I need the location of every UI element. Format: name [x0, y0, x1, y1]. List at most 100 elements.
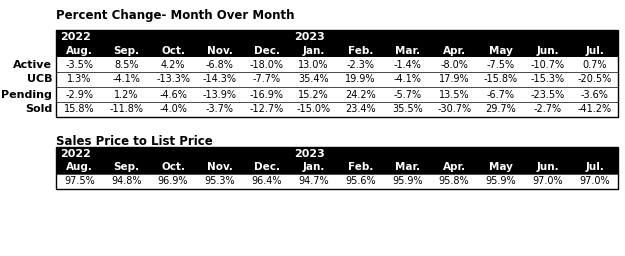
Text: 94.7%: 94.7%	[298, 176, 329, 187]
Text: Pending: Pending	[1, 90, 52, 100]
Text: -12.7%: -12.7%	[249, 104, 284, 114]
Bar	[56, 147, 618, 189]
Text: -4.1%: -4.1%	[393, 74, 421, 84]
Text: -8.0%: -8.0%	[440, 59, 468, 69]
Text: 13.5%: 13.5%	[439, 90, 469, 100]
Text: -15.0%: -15.0%	[296, 104, 331, 114]
Text: -23.5%: -23.5%	[531, 90, 565, 100]
Text: 97.0%: 97.0%	[532, 176, 563, 187]
Text: -20.5%: -20.5%	[578, 74, 612, 84]
Text: Aug.: Aug.	[66, 163, 93, 173]
Text: Sep.: Sep.	[113, 163, 139, 173]
Bar	[56, 147, 618, 161]
Text: 4.2%: 4.2%	[161, 59, 186, 69]
Text: -6.7%: -6.7%	[487, 90, 515, 100]
Text: May: May	[489, 46, 513, 56]
Text: 95.9%: 95.9%	[486, 176, 516, 187]
Text: -11.8%: -11.8%	[109, 104, 143, 114]
Text: Apr.: Apr.	[442, 163, 466, 173]
Text: 19.9%: 19.9%	[345, 74, 376, 84]
Text: 95.8%: 95.8%	[439, 176, 469, 187]
Text: 35.4%: 35.4%	[298, 74, 329, 84]
Text: Sold: Sold	[25, 104, 52, 114]
Text: Sales Price to List Price: Sales Price to List Price	[56, 135, 212, 148]
Text: 96.9%: 96.9%	[158, 176, 188, 187]
Text: 1.3%: 1.3%	[68, 74, 92, 84]
Text: -16.9%: -16.9%	[250, 90, 284, 100]
Text: 95.9%: 95.9%	[392, 176, 422, 187]
Text: 2023: 2023	[294, 149, 325, 159]
Text: 2022: 2022	[60, 149, 91, 159]
Text: Jan.: Jan.	[302, 46, 325, 56]
Text: 95.6%: 95.6%	[345, 176, 376, 187]
Text: 35.5%: 35.5%	[392, 104, 422, 114]
Text: 24.2%: 24.2%	[345, 90, 376, 100]
Text: 15.8%: 15.8%	[64, 104, 95, 114]
Text: 96.4%: 96.4%	[251, 176, 282, 187]
Text: Jul.: Jul.	[585, 46, 604, 56]
Text: Oct.: Oct.	[161, 163, 185, 173]
Text: 29.7%: 29.7%	[486, 104, 516, 114]
Text: -13.3%: -13.3%	[156, 74, 190, 84]
Text: -13.9%: -13.9%	[203, 90, 237, 100]
Text: Jul.: Jul.	[585, 163, 604, 173]
Text: 95.3%: 95.3%	[204, 176, 235, 187]
Bar	[56, 30, 618, 44]
Text: -6.8%: -6.8%	[206, 59, 234, 69]
Text: Oct.: Oct.	[161, 46, 185, 56]
Text: -4.0%: -4.0%	[159, 104, 187, 114]
Text: -10.7%: -10.7%	[531, 59, 565, 69]
Text: -2.9%: -2.9%	[66, 90, 93, 100]
Text: 0.7%: 0.7%	[582, 59, 607, 69]
Text: Mar.: Mar.	[395, 46, 420, 56]
Text: -5.7%: -5.7%	[393, 90, 421, 100]
Text: -15.3%: -15.3%	[531, 74, 565, 84]
Text: Nov.: Nov.	[207, 46, 233, 56]
Bar	[56, 30, 618, 117]
Text: -18.0%: -18.0%	[250, 59, 284, 69]
Text: Nov.: Nov.	[207, 163, 233, 173]
Bar	[56, 44, 618, 57]
Text: 13.0%: 13.0%	[298, 59, 329, 69]
Text: -2.7%: -2.7%	[534, 104, 562, 114]
Text: -3.5%: -3.5%	[66, 59, 93, 69]
Text: 23.4%: 23.4%	[345, 104, 376, 114]
Text: Feb.: Feb.	[348, 163, 373, 173]
Text: -7.7%: -7.7%	[253, 74, 281, 84]
Text: -4.1%: -4.1%	[112, 74, 140, 84]
Bar	[56, 161, 618, 174]
Text: -7.5%: -7.5%	[487, 59, 515, 69]
Text: -3.6%: -3.6%	[581, 90, 609, 100]
Text: Apr.: Apr.	[442, 46, 466, 56]
Text: Jun.: Jun.	[536, 163, 559, 173]
Text: -15.8%: -15.8%	[484, 74, 518, 84]
Text: 2023: 2023	[294, 32, 325, 42]
Text: Jan.: Jan.	[302, 163, 325, 173]
Text: Mar.: Mar.	[395, 163, 420, 173]
Text: Aug.: Aug.	[66, 46, 93, 56]
Text: -14.3%: -14.3%	[203, 74, 237, 84]
Text: -3.7%: -3.7%	[206, 104, 234, 114]
Text: Percent Change- Month Over Month: Percent Change- Month Over Month	[56, 9, 294, 22]
Text: 17.9%: 17.9%	[439, 74, 469, 84]
Text: Feb.: Feb.	[348, 46, 373, 56]
Text: 97.0%: 97.0%	[579, 176, 610, 187]
Text: 2022: 2022	[60, 32, 91, 42]
Text: UCB: UCB	[26, 74, 52, 84]
Text: -4.6%: -4.6%	[159, 90, 187, 100]
Text: -2.3%: -2.3%	[346, 59, 374, 69]
Text: 94.8%: 94.8%	[111, 176, 141, 187]
Text: 1.2%: 1.2%	[114, 90, 139, 100]
Text: -30.7%: -30.7%	[437, 104, 471, 114]
Text: May: May	[489, 163, 513, 173]
Text: -1.4%: -1.4%	[393, 59, 421, 69]
Text: Jun.: Jun.	[536, 46, 559, 56]
Text: Sep.: Sep.	[113, 46, 139, 56]
Text: Active: Active	[13, 59, 52, 69]
Text: 8.5%: 8.5%	[114, 59, 139, 69]
Text: Dec.: Dec.	[254, 46, 280, 56]
Text: -41.2%: -41.2%	[578, 104, 612, 114]
Text: 15.2%: 15.2%	[298, 90, 329, 100]
Text: 97.5%: 97.5%	[64, 176, 95, 187]
Text: Dec.: Dec.	[254, 163, 280, 173]
